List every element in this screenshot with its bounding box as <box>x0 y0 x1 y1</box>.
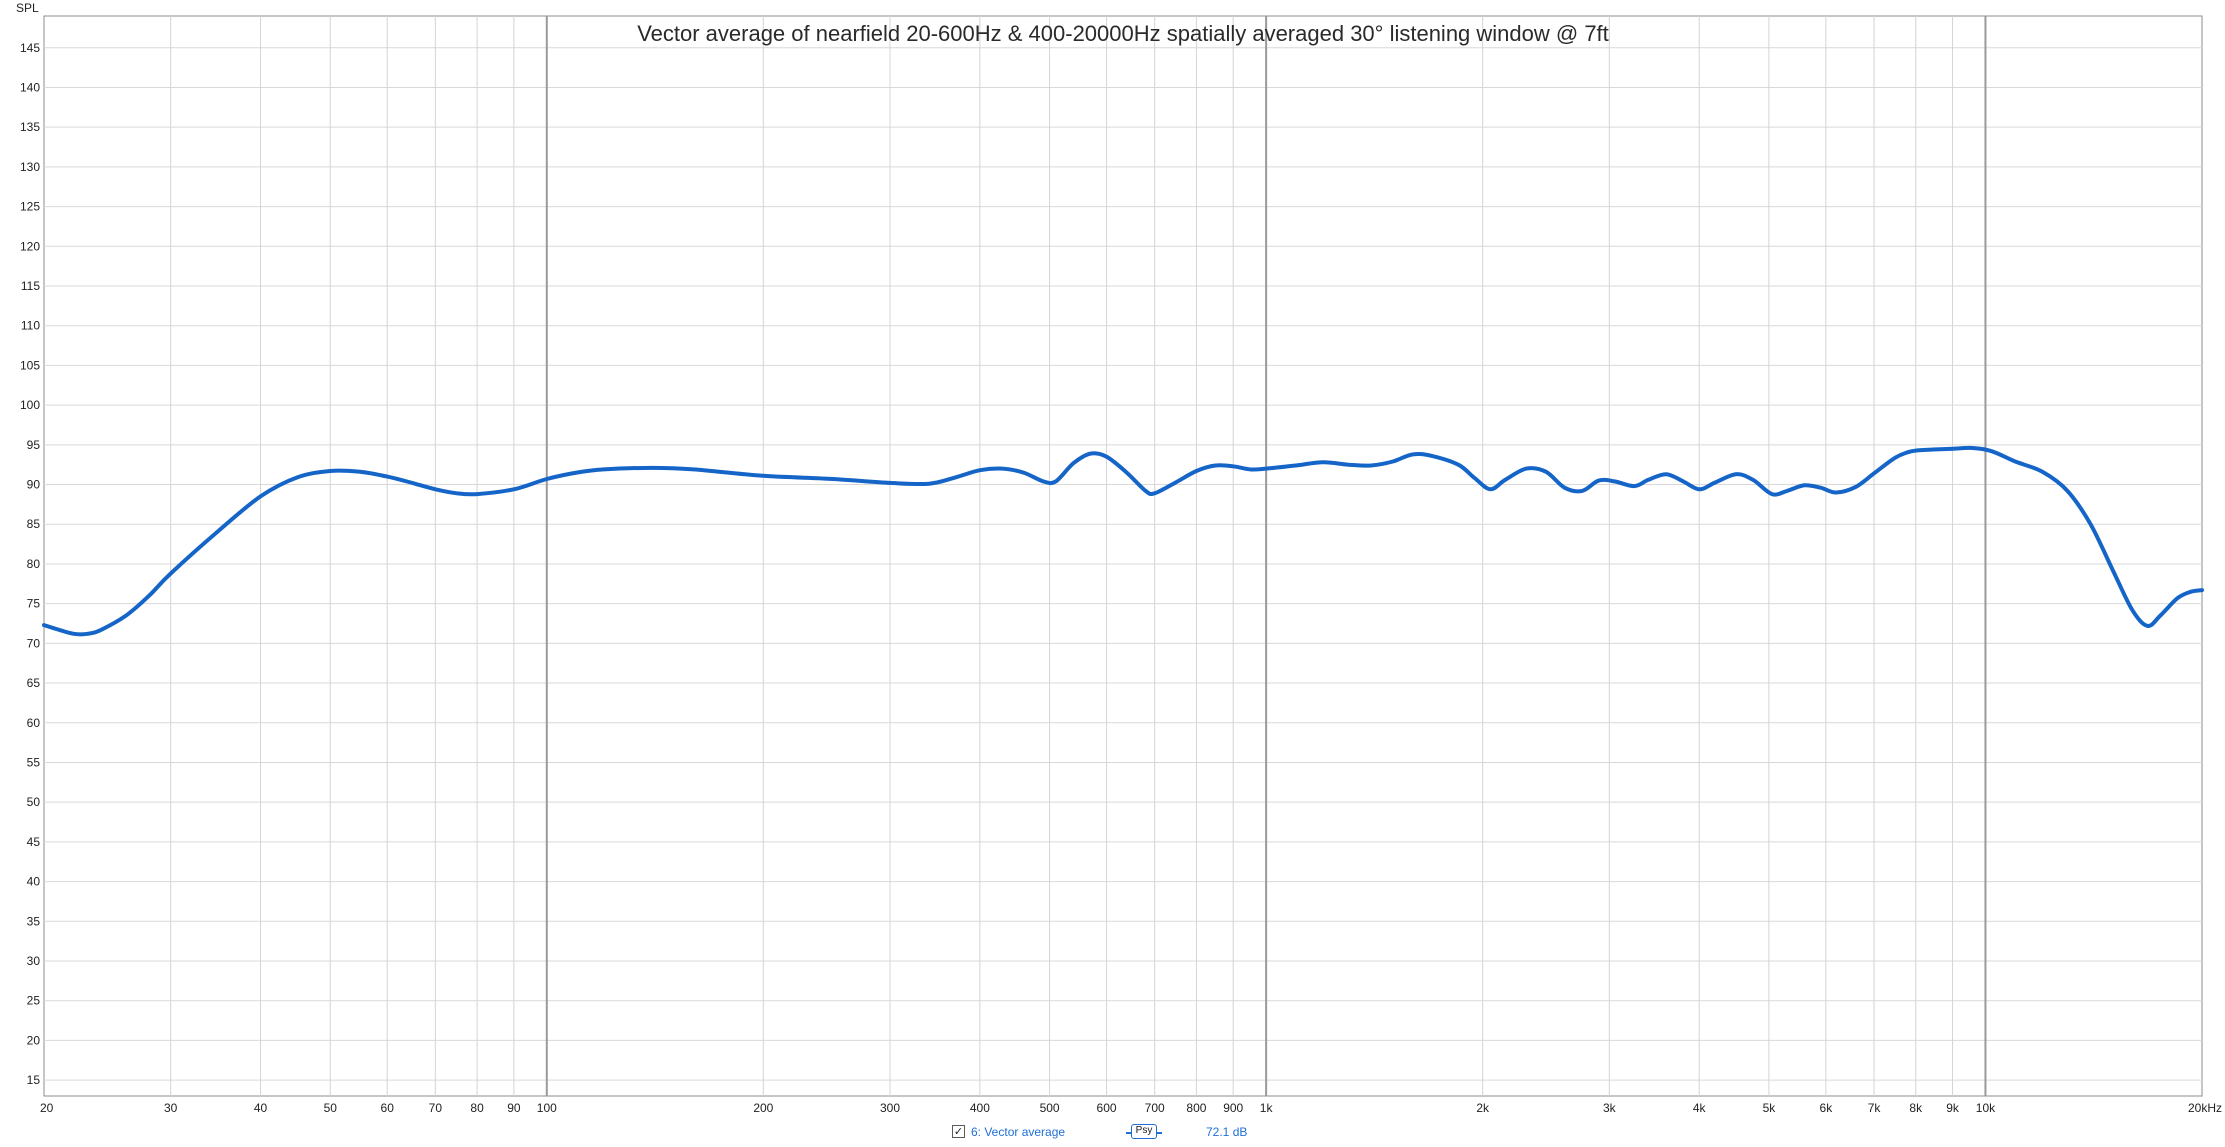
y-tick-label: 80 <box>27 557 41 571</box>
y-tick-label: 45 <box>27 835 41 849</box>
legend: ✓ 6: Vector average Psy 72.1 dB <box>0 1122 2225 1144</box>
y-tick-label: 60 <box>27 716 41 730</box>
x-tick-label: 7k <box>1868 1101 1882 1115</box>
y-tick-label: 130 <box>20 160 40 174</box>
y-tick-label: 30 <box>27 954 41 968</box>
psy-smoothing-button[interactable]: Psy <box>1131 1124 1157 1139</box>
y-tick-label: 90 <box>27 478 41 492</box>
series-group <box>42 445 2204 637</box>
x-tick-label: 10k <box>1976 1101 1996 1115</box>
chart-title: Vector average of nearfield 20-600Hz & 4… <box>637 21 1609 46</box>
y-tick-label: 85 <box>27 517 41 531</box>
y-tick-label: 140 <box>20 80 40 94</box>
x-tick-label: 300 <box>880 1101 900 1115</box>
x-tick-label: 200 <box>753 1101 773 1115</box>
x-tick-label: 90 <box>507 1101 521 1115</box>
y-tick-label: 15 <box>27 1073 41 1087</box>
y-tick-label: 20 <box>27 1033 41 1047</box>
y-tick-label: 55 <box>27 755 41 769</box>
x-tick-label: 70 <box>429 1101 443 1115</box>
y-tick-label: 50 <box>27 795 41 809</box>
y-tick-label: 65 <box>27 676 41 690</box>
x-tick-label: 800 <box>1186 1101 1206 1115</box>
y-axis-ticks: 15 20 25 30 35 40 45 50 55 60 65 70 75 80 85 90 95 100 105… <box>20 41 40 1087</box>
y-tick-label: 125 <box>20 200 40 214</box>
x-tick-label: 80 <box>470 1101 484 1115</box>
y-tick-label: 115 <box>21 279 40 293</box>
x-tick-label: 400 <box>970 1101 990 1115</box>
y-tick-label: 70 <box>27 636 41 650</box>
y-tick-label: 35 <box>27 914 41 928</box>
legend-series-name[interactable]: 6: Vector average <box>971 1125 1066 1139</box>
legend-checkbox[interactable]: ✓ <box>952 1125 965 1138</box>
x-tick-label: 40 <box>254 1101 268 1115</box>
x-tick-label: 900 <box>1223 1101 1243 1115</box>
x-tick-label: 9k <box>1946 1101 1960 1115</box>
x-tick-label: 500 <box>1040 1101 1060 1115</box>
y-tick-label: 75 <box>27 597 41 611</box>
grid-lines <box>44 16 2202 1096</box>
y-tick-label: 95 <box>27 438 41 452</box>
y-tick-label: 100 <box>20 398 40 412</box>
y-tick-label: 145 <box>20 41 40 55</box>
x-tick-label: 8k <box>1909 1101 1923 1115</box>
x-tick-label: 6k <box>1820 1101 1834 1115</box>
x-tick-label: 20kHz <box>2188 1101 2222 1115</box>
y-tick-label: 135 <box>20 120 40 134</box>
x-tick-label: 2k <box>1476 1101 1490 1115</box>
x-axis-ticks: 20 30 40 50 60 70 80 90 100 200 300 400 500 600 700 800… <box>40 1101 2222 1115</box>
plot-area <box>43 15 2203 1097</box>
y-tick-label: 40 <box>27 875 41 889</box>
y-tick-label: 105 <box>20 358 40 372</box>
x-tick-label: 100 <box>537 1101 557 1115</box>
x-tick-label: 4k <box>1693 1101 1707 1115</box>
x-tick-label: 1k <box>1260 1101 1274 1115</box>
x-tick-label: 5k <box>1763 1101 1777 1115</box>
x-tick-label: 50 <box>324 1101 338 1115</box>
x-tick-label: 3k <box>1603 1101 1617 1115</box>
y-tick-label: 120 <box>20 239 40 253</box>
series-line-vector-average <box>42 445 2204 637</box>
y-axis-label: SPL <box>16 1 39 15</box>
x-tick-label: 600 <box>1097 1101 1117 1115</box>
x-tick-label: 30 <box>164 1101 178 1115</box>
x-tick-label: 60 <box>381 1101 395 1115</box>
legend-value-readout: 72.1 dB <box>1206 1125 1248 1139</box>
y-tick-label: 110 <box>21 319 40 333</box>
x-tick-label: 20 <box>40 1101 54 1115</box>
y-tick-label: 25 <box>27 994 41 1008</box>
x-tick-label: 700 <box>1145 1101 1165 1115</box>
